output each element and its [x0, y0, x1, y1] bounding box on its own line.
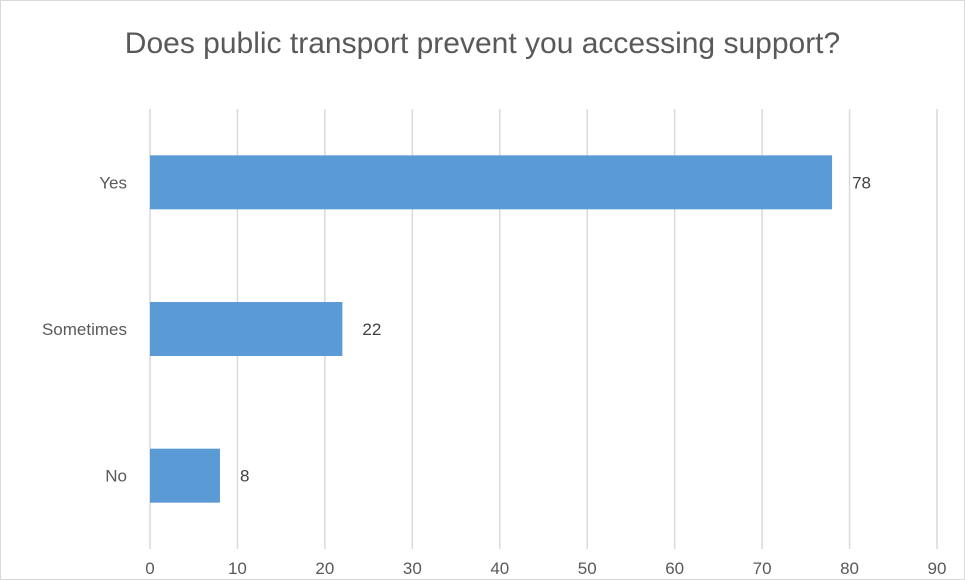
category-label: Sometimes [42, 320, 127, 339]
x-tick-label: 40 [490, 559, 509, 578]
x-tick-label: 30 [403, 559, 422, 578]
x-tick-label: 10 [228, 559, 247, 578]
x-tick-label: 80 [840, 559, 859, 578]
category-label: Yes [99, 173, 127, 192]
x-tick-label: 20 [315, 559, 334, 578]
category-label: No [105, 467, 127, 486]
x-tick-label: 70 [753, 559, 772, 578]
bar-yes [150, 155, 833, 210]
bar-sometimes [150, 302, 343, 356]
x-tick-label: 60 [665, 559, 684, 578]
bar-no [150, 448, 220, 503]
x-tick-label: 0 [145, 559, 154, 578]
bars [150, 155, 833, 503]
data-label: 78 [852, 173, 871, 192]
data-label: 8 [240, 467, 249, 486]
labels: 0 10 20 30 40 50 60 70 80 90 Yes 78 Sometimes 22 No 8 [42, 173, 946, 578]
chart-title: Does public transport prevent you access… [124, 27, 841, 60]
data-label: 22 [362, 320, 381, 339]
x-tick-label: 50 [578, 559, 597, 578]
x-tick-label: 90 [928, 559, 947, 578]
